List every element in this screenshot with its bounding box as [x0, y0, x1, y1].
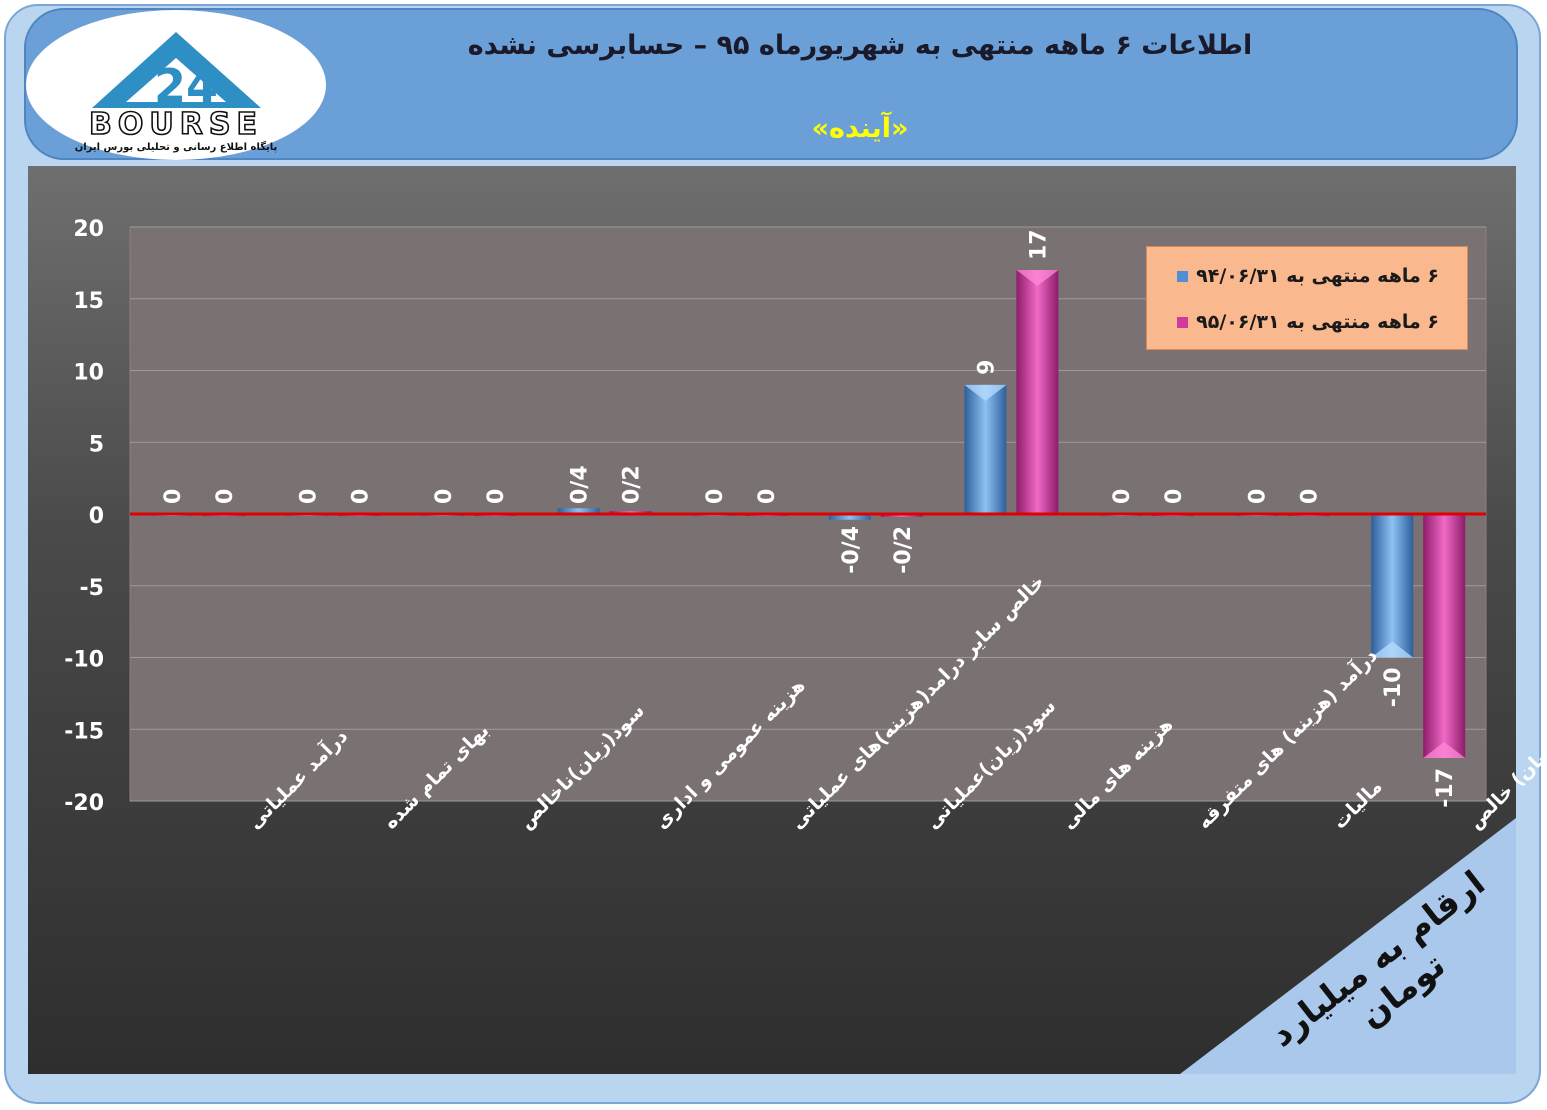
legend-label-1: ۶ ماهه منتهی به ۹۴/۰۶/۳۱	[1196, 265, 1439, 287]
data-label-s2-c7: 17	[1026, 229, 1051, 260]
data-label-s2-c1: 0	[213, 489, 238, 504]
svg-text:4: 4	[186, 59, 218, 113]
bars	[150, 270, 1466, 758]
legend-item-2: ۶ ماهه منتهی به ۹۵/۰۶/۳۱	[1177, 307, 1439, 337]
data-label-s1-c5: 0	[703, 489, 728, 504]
data-label-s2-c3: 0	[484, 489, 509, 504]
y-tick-label: 5	[89, 432, 104, 457]
data-label-s1-c7: 9	[974, 360, 999, 375]
legend: ۶ ماهه منتهی به ۹۴/۰۶/۳۱ ۶ ماهه منتهی به…	[1146, 246, 1468, 350]
bar-s1-c6	[828, 514, 871, 520]
y-tick-label: 15	[73, 289, 104, 314]
bar-s1-c4	[557, 508, 600, 514]
y-tick-label: 10	[73, 361, 104, 386]
data-label-s2-c6: -0/2	[891, 526, 916, 574]
data-label-s1-c4: 0/4	[568, 465, 593, 504]
bar-cap-s2-c10	[1423, 741, 1466, 758]
bar-cap-s2-c7	[1016, 270, 1059, 287]
data-label-s2-c2: 0	[348, 489, 373, 504]
legend-swatch-1	[1177, 270, 1189, 282]
y-axis: 20 15 10 5 0 -5 -10 -15 -20	[64, 217, 104, 816]
data-label-s2-c4: 0/2	[620, 465, 645, 504]
y-tick-label: 0	[89, 504, 104, 529]
data-label-s1-c10: -10	[1381, 668, 1406, 708]
page-title: اطلاعات ۶ ماهه منتهی به شهریورماه ۹۵ – ح…	[467, 30, 1253, 61]
logo-text: BOURSE	[89, 107, 263, 142]
data-label-s2-c5: 0	[755, 489, 780, 504]
bar-s2-c10	[1423, 514, 1466, 758]
data-label-s1-c8: 0	[1110, 489, 1135, 504]
data-label-s1-c1: 0	[161, 489, 186, 504]
bar-cap-s1-c10	[1371, 641, 1414, 658]
y-tick-label: 20	[73, 217, 104, 242]
bar-s1-c10	[1371, 514, 1414, 658]
data-label-s1-c9: 0	[1246, 489, 1271, 504]
bar-s2-c7	[1016, 270, 1059, 514]
legend-swatch-2	[1177, 316, 1189, 328]
data-label-s1-c2: 0	[296, 489, 321, 504]
bar-cap-s1-c7	[964, 384, 1007, 401]
page-subtitle: «آینده»	[811, 113, 909, 144]
data-label-s2-c8: 0	[1162, 489, 1187, 504]
data-labels: 0 0 0 0/4 0 -0/4 9 0 0 -10 0 0 0 0/2 0 -0/2 17 0 0 -17	[161, 229, 1458, 807]
data-label-s1-c3: 0	[432, 489, 457, 504]
y-tick-label: -15	[64, 719, 104, 744]
svg-text:2: 2	[154, 59, 186, 113]
data-label-s2-c10: -17	[1433, 768, 1458, 808]
y-tick-label: -10	[64, 648, 104, 673]
legend-label-2: ۶ ماهه منتهی به ۹۵/۰۶/۳۱	[1196, 311, 1439, 333]
y-tick-label: -5	[80, 576, 104, 601]
logo-tagline: پایگاه اطلاع رسانی و تحلیلی بورس ایران	[75, 140, 278, 153]
bar-s1-c7	[964, 384, 1007, 514]
legend-item-1: ۶ ماهه منتهی به ۹۴/۰۶/۳۱	[1177, 261, 1439, 291]
y-tick-label: -20	[64, 791, 104, 816]
logo-graphic: 2 4 BOURSE پایگاه اطلاع رسانی و تحلیلی ب…	[75, 32, 278, 153]
bourse-logo: 2 4 BOURSE پایگاه اطلاع رسانی و تحلیلی ب…	[26, 10, 326, 160]
data-label-s1-c6: -0/4	[839, 526, 864, 574]
data-label-s2-c9: 0	[1298, 489, 1323, 504]
